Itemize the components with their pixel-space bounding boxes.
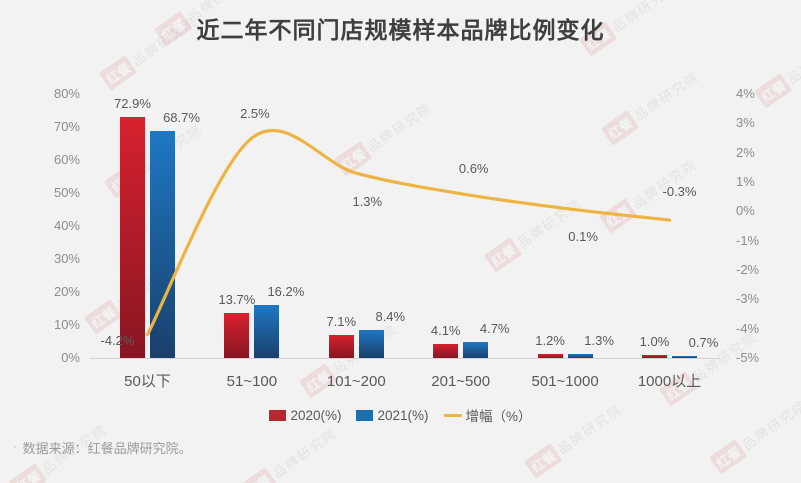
watermark-brand: 红餐 xyxy=(8,463,48,483)
y-axis-left-tick-4: 40% xyxy=(53,218,80,233)
bar-2021-5 xyxy=(672,355,697,358)
watermark-brand: 红餐 xyxy=(83,299,123,335)
value-label-2021-5: 0.7% xyxy=(688,334,719,350)
watermark-brand: 红餐 xyxy=(523,443,563,479)
legend-swatch-2021-icon xyxy=(356,409,374,421)
x-category-0: 50以下 xyxy=(124,373,171,390)
line-label-5: -0.3% xyxy=(662,184,697,200)
line-label-1: 2.5% xyxy=(240,106,270,121)
legend-label-2020: 2020(%) xyxy=(290,407,342,423)
bar-2020-5 xyxy=(642,354,667,358)
y-axis-left-tick-1: 70% xyxy=(53,119,80,134)
y-axis-right-tick-8: -4% xyxy=(736,320,760,336)
legend-item-growth: 增幅（%） xyxy=(443,405,532,425)
x-category-3: 201~500 xyxy=(431,373,491,390)
watermark-brand: 红餐 xyxy=(600,110,640,146)
y-axis-left-tick-5: 30% xyxy=(53,251,80,266)
y-axis-right-tick-7: -3% xyxy=(736,291,760,307)
bar-2020-0 xyxy=(120,117,145,358)
value-label-2020-5: 1.0% xyxy=(639,333,670,349)
watermark-name: 品牌研究院 xyxy=(269,425,340,481)
y-axis-left-tick-0: 80% xyxy=(53,86,80,101)
y-axis-right-tick-5: -1% xyxy=(736,232,760,248)
bar-2020-2 xyxy=(328,334,354,358)
bullet-icon: · xyxy=(13,441,17,453)
watermark-name: 品牌研究院 xyxy=(364,99,435,155)
y-axis-left-tick-2: 60% xyxy=(53,152,80,167)
watermark-brand: 红餐 xyxy=(598,198,638,234)
watermark: 红餐品牌研究院 xyxy=(600,65,703,146)
bar-2021-3 xyxy=(463,342,489,358)
y-axis-right-tick-3: 1% xyxy=(736,174,755,189)
legend-label-growth: 增幅（%） xyxy=(465,409,532,424)
line-label-4: 0.1% xyxy=(568,229,598,245)
x-category-4: 501~1000 xyxy=(531,373,599,390)
y-axis-right-tick-4: 0% xyxy=(736,203,755,219)
value-label-2020-4: 1.2% xyxy=(535,333,565,349)
y-axis-right-tick-0: 4% xyxy=(736,86,755,101)
value-label-2021-3: 4.7% xyxy=(479,321,510,337)
y-axis-right-tick-2: 2% xyxy=(736,144,755,160)
data-source: · 数据来源：红餐品牌研究院。 xyxy=(13,438,192,457)
watermark: 红餐品牌研究院 xyxy=(238,422,341,483)
x-category-2: 101~200 xyxy=(326,373,386,390)
x-category-1: 51~100 xyxy=(226,373,278,390)
watermark-brand: 红餐 xyxy=(98,55,138,91)
line-label-0: -4.2% xyxy=(100,332,135,348)
watermark: 红餐品牌研究院 xyxy=(333,96,436,177)
y-axis-left-tick-8: 0% xyxy=(61,350,80,365)
watermark-brand: 红餐 xyxy=(238,467,278,483)
bar-2021-4 xyxy=(567,353,593,358)
bar-2020-1 xyxy=(224,312,250,358)
bar-2021-0 xyxy=(150,131,175,358)
bar-2021-2 xyxy=(358,330,384,358)
legend-label-2021: 2021(%) xyxy=(377,407,429,423)
bar-2021-1 xyxy=(254,304,280,358)
value-label-2021-1: 16.2% xyxy=(267,283,305,299)
value-label-2020-0: 72.9% xyxy=(114,96,151,112)
watermark-brand: 红餐 xyxy=(333,141,373,177)
watermark-name: 品牌研究院 xyxy=(631,68,702,124)
value-label-2021-0: 68.7% xyxy=(163,110,200,126)
x-axis-line xyxy=(90,358,720,359)
y-axis-right-tick-1: 3% xyxy=(736,115,755,131)
chart-title: 近二年不同门店规模样本品牌比例变化 xyxy=(196,17,605,43)
value-label-2021-4: 1.3% xyxy=(584,332,614,348)
legend-swatch-growth-line-icon xyxy=(443,413,462,417)
x-category-5: 1000以上 xyxy=(637,373,702,390)
line-label-2: 1.3% xyxy=(352,194,383,210)
legend: 2020(%) 2021(%) 增幅（%） xyxy=(0,405,801,425)
y-axis-right-tick-9: -5% xyxy=(736,350,760,365)
y-axis-left-tick-6: 20% xyxy=(53,284,80,299)
y-axis-left-tick-3: 50% xyxy=(53,185,80,200)
y-axis-right-tick-6: -2% xyxy=(736,262,760,277)
bar-2020-3 xyxy=(433,344,459,358)
data-source-text: 数据来源：红餐品牌研究院。 xyxy=(22,441,192,456)
legend-swatch-2020-icon xyxy=(269,409,287,421)
line-label-3: 0.6% xyxy=(458,160,489,176)
value-label-2021-2: 8.4% xyxy=(375,309,406,325)
watermark-brand: 红餐 xyxy=(708,439,748,475)
legend-item-2021: 2021(%) xyxy=(356,407,429,423)
legend-item-2020: 2020(%) xyxy=(269,408,341,423)
y-axis-left-tick-7: 10% xyxy=(53,317,80,332)
bar-2020-4 xyxy=(537,354,563,358)
watermark-brand: 红餐 xyxy=(483,237,523,273)
